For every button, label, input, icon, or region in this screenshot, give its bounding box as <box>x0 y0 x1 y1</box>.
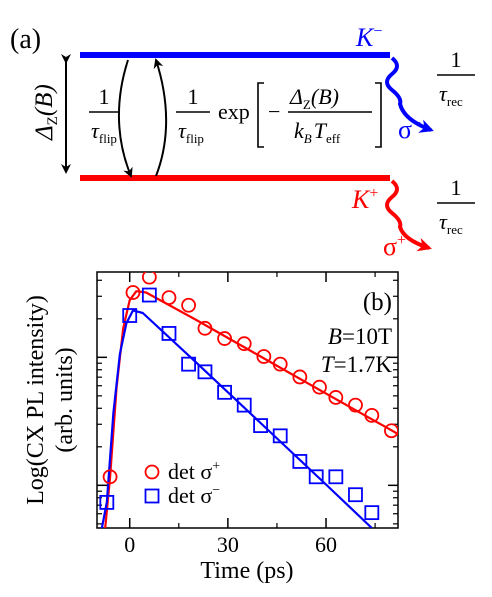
svg-text:1: 1 <box>99 84 110 109</box>
svg-text:exp: exp <box>218 99 250 124</box>
y-axis-label-units: (arb. units) <box>52 347 78 452</box>
upper-emission-pol: σ− <box>398 115 421 144</box>
data-point-sigma-minus <box>348 487 363 503</box>
x-tick-label: 60 <box>315 532 337 557</box>
data-point-sigma-minus <box>308 469 324 485</box>
data-point-sigma-minus <box>236 397 252 413</box>
rate-down-formula: 1 τflip <box>89 84 120 146</box>
fit-curve-sigma-plus <box>104 290 398 528</box>
flip-down-arrow <box>118 59 133 178</box>
splitting-label: ΔZ(B) <box>31 84 61 141</box>
data-point-sigma-minus <box>292 454 308 469</box>
upper-level-label: K− <box>355 23 382 52</box>
x-tick-labels: 0 30 60 <box>124 532 337 557</box>
data-point-sigma-plus <box>102 469 118 485</box>
data-point-sigma-minus <box>161 326 177 341</box>
y-axis-label: Log(CX PL intensity) <box>23 295 49 505</box>
svg-text:kBTeff: kBTeff <box>294 118 341 146</box>
legend-marker-sigma-plus <box>144 464 160 480</box>
data-point-sigma-minus <box>99 494 115 510</box>
plot-frame <box>96 271 399 529</box>
data-point-sigma-plus <box>236 336 252 352</box>
data-point-sigma-plus <box>256 349 272 364</box>
lower-emission-wavy-arrow <box>385 179 432 252</box>
annotation-field: B=10T <box>328 324 392 349</box>
data-point-sigma-plus <box>292 369 308 385</box>
axis-ticks <box>97 272 398 528</box>
lower-recombination-rate: 1 τrec <box>437 175 475 237</box>
data-points <box>99 272 398 521</box>
svg-text:1: 1 <box>451 47 462 72</box>
data-point-sigma-plus <box>312 379 327 395</box>
svg-text:1: 1 <box>451 175 462 200</box>
x-tick-label: 0 <box>124 532 135 557</box>
fit-curves <box>100 290 398 528</box>
panel-a: (a) K− K+ ΔZ(B) 1 τflip 1 τflip exp − ΔZ… <box>10 23 475 261</box>
svg-text:τrec: τrec <box>439 209 463 237</box>
annotation-temperature: T=1.7K <box>321 352 393 377</box>
x-axis-label: Time (ps) <box>200 558 293 584</box>
data-point-sigma-plus <box>364 407 380 423</box>
data-point-sigma-minus <box>364 505 380 521</box>
rate-up-formula: 1 τflip exp − ΔZ(B) kBTeff <box>176 82 382 148</box>
data-point-sigma-plus <box>384 423 398 439</box>
svg-text:τflip: τflip <box>91 118 117 146</box>
data-point-sigma-plus <box>217 331 232 346</box>
legend-label-sigma-minus: det σ− <box>168 483 220 508</box>
x-tick-label: 30 <box>217 532 239 557</box>
svg-text:ΔZ(B): ΔZ(B) <box>289 84 339 112</box>
data-point-sigma-plus <box>161 290 177 306</box>
data-point-sigma-plus <box>181 297 197 313</box>
panel-a-label: (a) <box>10 24 41 55</box>
panel-b: 0 30 60 (b) B=10T T=1.7K det σ+ det σ− Tim… <box>23 271 399 584</box>
svg-text:−: − <box>268 99 280 124</box>
svg-text:τrec: τrec <box>439 81 463 109</box>
data-point-sigma-minus <box>141 287 157 303</box>
svg-text:τflip: τflip <box>178 118 204 146</box>
upper-recombination-rate: 1 τrec <box>437 47 475 109</box>
legend: det σ+ det σ− <box>144 459 220 508</box>
data-point-sigma-minus <box>272 428 288 444</box>
data-point-sigma-minus <box>122 308 138 323</box>
data-point-sigma-plus <box>125 285 141 300</box>
data-point-sigma-plus <box>348 397 363 413</box>
legend-marker-sigma-minus <box>144 488 160 504</box>
legend-label-sigma-plus: det σ+ <box>168 459 220 484</box>
data-point-sigma-plus <box>328 390 344 405</box>
data-point-sigma-minus <box>328 469 344 485</box>
data-point-sigma-plus <box>272 356 288 372</box>
data-point-sigma-minus <box>197 364 213 380</box>
data-point-sigma-plus <box>197 320 213 336</box>
data-point-sigma-minus <box>253 418 268 434</box>
data-point-sigma-minus <box>181 356 197 372</box>
flip-up-arrow <box>153 58 168 177</box>
lower-level-label: K+ <box>351 185 378 214</box>
panel-b-label: (b) <box>363 289 392 316</box>
lower-emission-pol: σ+ <box>383 232 406 261</box>
upper-emission-wavy-arrow <box>385 56 434 133</box>
data-point-sigma-plus <box>141 272 157 285</box>
svg-text:1: 1 <box>188 84 199 109</box>
data-point-sigma-minus <box>217 384 232 400</box>
fit-curve-sigma-minus <box>100 309 373 528</box>
